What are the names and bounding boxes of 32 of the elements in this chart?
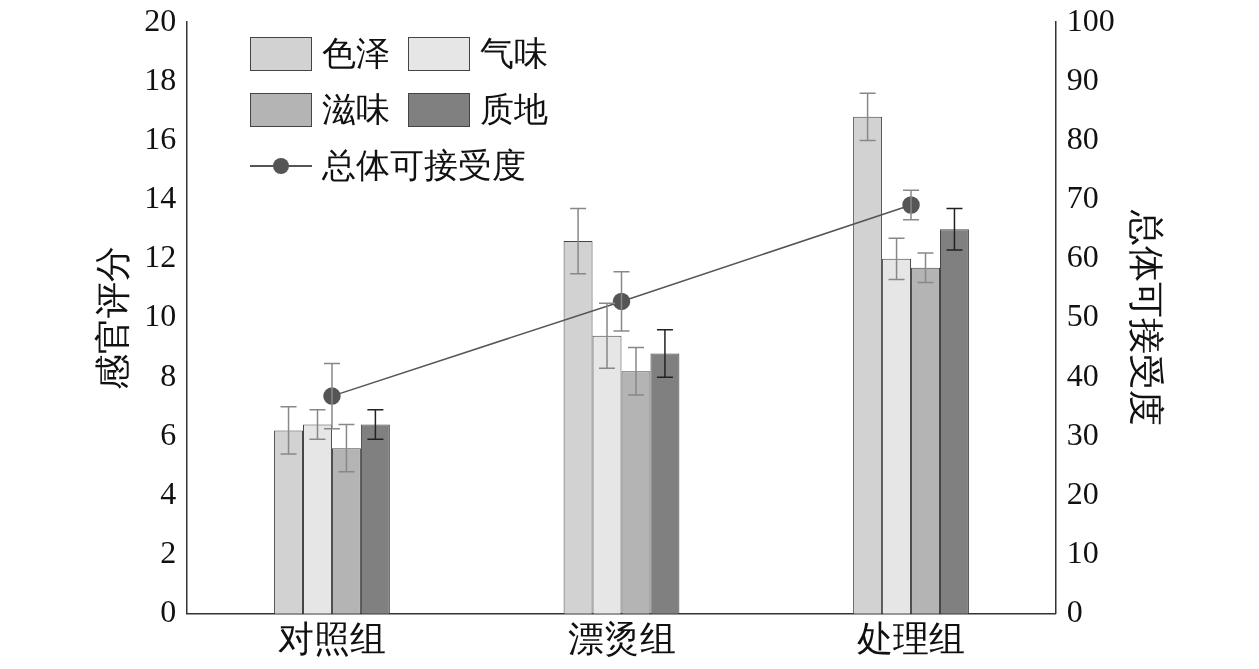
y2-tick-label: 30 (1066, 415, 1099, 452)
y-axis-title: 感官评分 (93, 246, 134, 390)
y2-tick-label: 0 (1066, 593, 1083, 630)
y-tick-label: 16 (144, 119, 177, 156)
y-tick-label: 0 (160, 593, 177, 630)
y2-tick-label: 90 (1066, 60, 1099, 97)
y-tick-label: 6 (160, 415, 177, 452)
y2-tick-label: 50 (1066, 297, 1099, 334)
y-tick-label: 10 (144, 297, 177, 334)
y2-tick-label: 20 (1066, 474, 1099, 511)
x-tick-label: 处理组 (857, 618, 966, 659)
y2-tick-label: 100 (1066, 1, 1115, 38)
legend-label: 滋味 (322, 90, 390, 130)
y-tick-label: 8 (160, 356, 177, 393)
y2-axis-title: 总体可接受度 (1125, 209, 1166, 426)
y2-tick-label: 10 (1066, 534, 1099, 571)
y2-tick-label: 60 (1066, 238, 1099, 275)
legend-label: 质地 (480, 90, 548, 130)
legend-label: 总体可接受度 (322, 146, 526, 186)
y-tick-label: 2 (160, 534, 177, 571)
y-tick-label: 14 (144, 179, 177, 216)
legend-label: 气味 (480, 34, 548, 74)
legend-label: 色泽 (322, 34, 390, 74)
y-tick-label: 18 (144, 60, 177, 97)
y2-tick-label: 70 (1066, 179, 1099, 216)
y-tick-label: 12 (144, 238, 177, 275)
y-tick-label: 4 (160, 474, 177, 511)
y-tick-label: 20 (144, 1, 177, 38)
y2-tick-label: 80 (1066, 119, 1099, 156)
x-tick-label: 对照组 (277, 618, 386, 659)
y2-tick-label: 40 (1066, 356, 1099, 393)
x-tick-label: 漂烫组 (567, 618, 676, 659)
